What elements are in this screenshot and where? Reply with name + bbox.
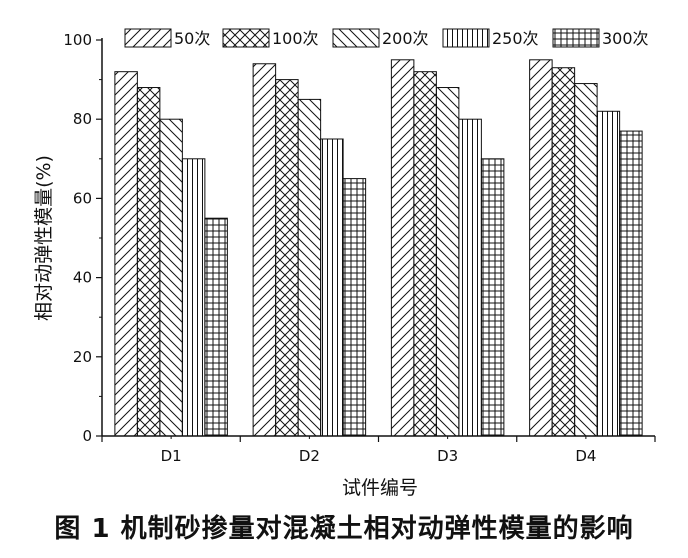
x-ticks: D1 D2 D3 D4	[101, 436, 656, 465]
y-axis-title: 相对动弹性模量(%)	[33, 155, 55, 321]
legend-label-1: 50次	[174, 29, 210, 48]
x-axis-title: 试件编号	[342, 477, 418, 499]
legend-swatch-4	[442, 28, 490, 48]
bar-d4-2	[551, 67, 576, 437]
x-tick-label: D4	[575, 447, 596, 465]
bar-d1-5	[204, 217, 228, 437]
bar-d3-4	[458, 118, 482, 437]
bar-d2-1	[252, 63, 277, 437]
legend-label-4: 250次	[492, 29, 539, 48]
bar-d3-5	[480, 158, 505, 437]
bars	[114, 59, 643, 437]
bar-d4-1	[529, 59, 553, 437]
y-tick-label: 60	[73, 189, 92, 207]
bar-d2-4	[320, 138, 344, 437]
legend-label-5: 300次	[602, 29, 649, 48]
x-tick-label: D1	[161, 447, 182, 465]
bar-d4-5	[619, 130, 643, 437]
legend-swatch-2	[222, 28, 270, 48]
bar-d3-3	[435, 87, 460, 437]
bar-d1-2	[136, 87, 161, 437]
legend-swatch-1	[124, 28, 172, 48]
y-ticks: 0 20 40 60 80 100	[63, 31, 102, 445]
bar-d1-1	[114, 71, 138, 437]
legend-swatch-5	[552, 28, 600, 48]
bar-d3-1	[390, 59, 415, 437]
x-tick-label: D3	[437, 447, 458, 465]
y-tick-label: 20	[73, 348, 92, 366]
bar-d2-2	[275, 79, 299, 437]
bar-d4-3	[574, 83, 598, 437]
figure-caption: 图 1 机制砂掺量对混凝土相对动弹性模量的影响	[54, 514, 634, 544]
legend: 50次 100次 200次 250次 300次	[124, 28, 649, 48]
y-tick-label: 40	[73, 269, 92, 287]
x-tick-label: D2	[299, 447, 320, 465]
bar-d2-3	[297, 98, 322, 437]
legend-label-3: 200次	[382, 29, 429, 48]
y-tick-label: 80	[73, 110, 92, 128]
bar-d4-4	[596, 110, 621, 437]
legend-label-2: 100次	[272, 29, 319, 48]
y-tick-label: 0	[82, 427, 92, 445]
bar-d1-3	[159, 118, 183, 437]
bar-d2-5	[342, 178, 367, 437]
bar-d3-2	[413, 71, 437, 437]
bar-d1-4	[181, 158, 206, 437]
y-tick-label: 100	[63, 31, 92, 49]
legend-swatch-3	[332, 28, 380, 48]
